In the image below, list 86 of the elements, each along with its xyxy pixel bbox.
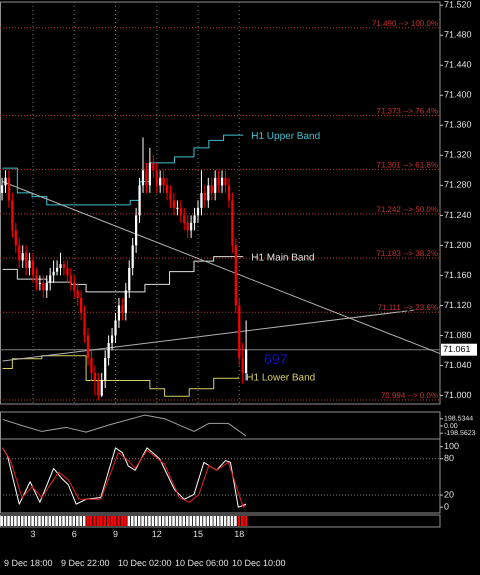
line-series [2,447,247,508]
candlestick [169,184,172,208]
candlestick [245,320,248,381]
text: 10 Dec 02:00 [118,558,172,568]
candlestick [42,274,44,298]
y-tick-label: 71.360 [444,120,472,130]
candlestick [114,312,117,344]
candlestick [180,200,182,224]
candlestick [62,260,66,276]
x-tick-label: 3 [30,529,36,539]
candlestick [90,350,93,381]
y-tick-label: 71.160 [444,270,472,280]
annotation: 697 [264,350,288,367]
y-tick-label: 71.240 [444,210,472,220]
y-tick-label: 80 [444,453,454,464]
candlestick [25,244,28,276]
candlestick [190,214,192,238]
candlestick [0,177,4,201]
ref-line-label: 71.373 --> 76.4% [376,106,438,116]
candlestick [35,267,38,291]
text: 10 Dec 10:00 [232,558,286,568]
series-label: H1 Upper Band [251,131,320,142]
candlestick [142,136,144,194]
x-tick-label: 9 [112,529,118,539]
candlestick [66,260,68,284]
candlestick [83,304,86,344]
y-tick-label: 71.120 [444,300,472,310]
candlestick [166,177,168,201]
ref-line-label: 71.490 --> 100.0% [372,18,438,28]
candlestick [28,252,31,276]
candlestick [80,290,82,321]
ref-line-label: 71.242 --> 50.0% [376,204,438,214]
candlestick [86,327,90,366]
y-tick-label: 71.440 [444,60,472,70]
ref-line-label: 71.301 --> 61.8% [376,160,438,170]
candlestick [196,200,200,224]
candlestick [148,147,151,194]
candlestick [110,327,114,351]
y-tick-label: 71.040 [444,360,472,370]
x-tick-label: 15 [192,529,204,539]
candlestick [8,170,10,208]
y-tick-label: 100 [444,441,460,452]
candlestick [52,260,55,284]
x-tick-label: 18 [234,529,244,539]
candlestick [220,170,224,194]
candlestick [59,252,62,276]
y-tick-label: 71.520 [444,0,472,10]
candlestick [207,177,210,208]
candlestick [218,170,220,194]
line-series [2,414,247,437]
candlestick [214,170,216,201]
candlestick [210,177,213,201]
candlestick [172,192,176,216]
candlestick [94,364,96,396]
y-tick-label: 71.280 [444,180,472,190]
y-tick-label: 71.080 [444,330,472,340]
ref-line-label: 71.061 [443,344,471,354]
y-tick-label: 71.200 [444,240,472,250]
text: 10 Dec 06:00 [175,558,229,568]
candlestick [228,177,230,208]
text: 9 Dec 22:00 [61,558,110,568]
y-tick-label: 71.480 [444,30,472,40]
text: 9 Dec 18:00 [4,558,53,568]
y-tick-label: 71.320 [444,150,472,160]
y-tick-label: 71.400 [444,90,472,100]
x-tick-label: 6 [72,529,77,539]
ref-line-label: 71.183 --> 38.2% [376,249,438,258]
candlestick [145,162,148,194]
candlestick [121,297,124,321]
candlestick [22,244,24,268]
ref-line-label: 70.994 --> 0.0% [380,391,438,400]
candlestick [193,207,196,231]
candlestick [200,170,203,216]
y-tick-label: 0 [444,502,450,512]
candlestick [224,170,227,194]
x-tick-label: 12 [152,529,162,539]
candlestick [32,252,34,284]
series-label: H1 Lower Band [246,372,316,384]
candlestick [162,170,165,194]
series-label: H1 Main Band [251,252,315,264]
candlestick [4,170,7,194]
candlestick [159,170,162,194]
candlestick [204,184,206,208]
y-tick-label: 71.000 [444,390,472,400]
y-tick-label: 20 [444,489,454,500]
candlestick [118,297,120,328]
